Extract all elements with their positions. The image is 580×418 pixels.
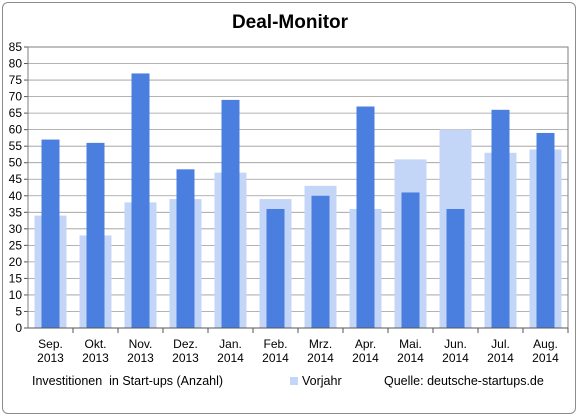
bar-investitionen [536, 132, 555, 328]
legend-label-vorjahr: Vorjahr [302, 374, 342, 388]
y-tick-label: 20 [9, 255, 23, 269]
x-tick-label-month: Sep. [38, 337, 63, 351]
bar-investitionen [176, 169, 195, 328]
x-tick-label-year: 2013 [82, 351, 109, 365]
x-tick-label-month: Mrz. [309, 337, 332, 351]
bar-investitionen [131, 73, 150, 329]
bar-investitionen [221, 99, 240, 328]
x-tick-label-month: Apr. [355, 337, 376, 351]
y-tick-label: 50 [9, 156, 23, 170]
legend-label-investitionen: Investitionen in Start-ups (Anzahl) [32, 374, 224, 388]
y-tick-label: 85 [9, 40, 23, 54]
y-tick-label: 80 [9, 57, 23, 71]
x-tick-label-year: 2014 [442, 351, 469, 365]
x-tick-label-year: 2014 [397, 351, 424, 365]
x-tick-label-year: 2013 [127, 351, 154, 365]
y-tick-label: 70 [9, 90, 23, 104]
bar-investitionen [356, 106, 375, 328]
x-tick-label-month: Nov. [129, 337, 153, 351]
y-tick-label: 0 [15, 321, 22, 335]
y-tick-label: 40 [9, 189, 23, 203]
bar-investitionen [311, 195, 330, 328]
x-tick-label-year: 2013 [172, 351, 199, 365]
x-tick-label-year: 2014 [262, 351, 289, 365]
y-tick-label: 75 [9, 73, 23, 87]
y-tick-label: 55 [9, 139, 23, 153]
x-tick-label-year: 2014 [532, 351, 559, 365]
x-tick-label-month: Dez. [173, 337, 198, 351]
x-tick-label-month: Jun. [444, 337, 467, 351]
bar-investitionen [446, 208, 465, 328]
bar-investitionen [41, 139, 60, 328]
y-tick-label: 10 [9, 288, 23, 302]
y-tick-label: 30 [9, 222, 23, 236]
x-tick-label-year: 2014 [307, 351, 334, 365]
y-tick-label: 15 [9, 271, 23, 285]
x-tick-label-month: Aug. [533, 337, 558, 351]
x-tick-label-month: Jan. [219, 337, 242, 351]
chart-title: Deal-Monitor [231, 12, 349, 33]
x-tick-label-year: 2014 [487, 351, 514, 365]
y-tick-label: 65 [9, 106, 23, 120]
y-tick-label: 25 [9, 238, 23, 252]
bar-investitionen [491, 109, 510, 328]
x-tick-label-month: Jul. [491, 337, 510, 351]
y-tick-label: 45 [9, 172, 23, 186]
y-tick-label: 5 [15, 304, 22, 318]
x-tick-label-year: 2014 [352, 351, 379, 365]
bar-investitionen [266, 208, 285, 328]
x-tick-label-month: Okt. [84, 337, 106, 351]
x-tick-label-month: Feb. [263, 337, 287, 351]
bar-investitionen [86, 142, 105, 328]
source-label: Quelle: deutsche-startups.de [384, 374, 544, 388]
x-tick-label-year: 2014 [217, 351, 244, 365]
x-tick-label-month: Mai. [399, 337, 422, 351]
y-tick-label: 60 [9, 123, 23, 137]
bar-investitionen [401, 192, 420, 328]
x-tick-label-year: 2013 [37, 351, 64, 365]
y-tick-label: 35 [9, 205, 23, 219]
legend-swatch-vorjahr [290, 377, 298, 385]
